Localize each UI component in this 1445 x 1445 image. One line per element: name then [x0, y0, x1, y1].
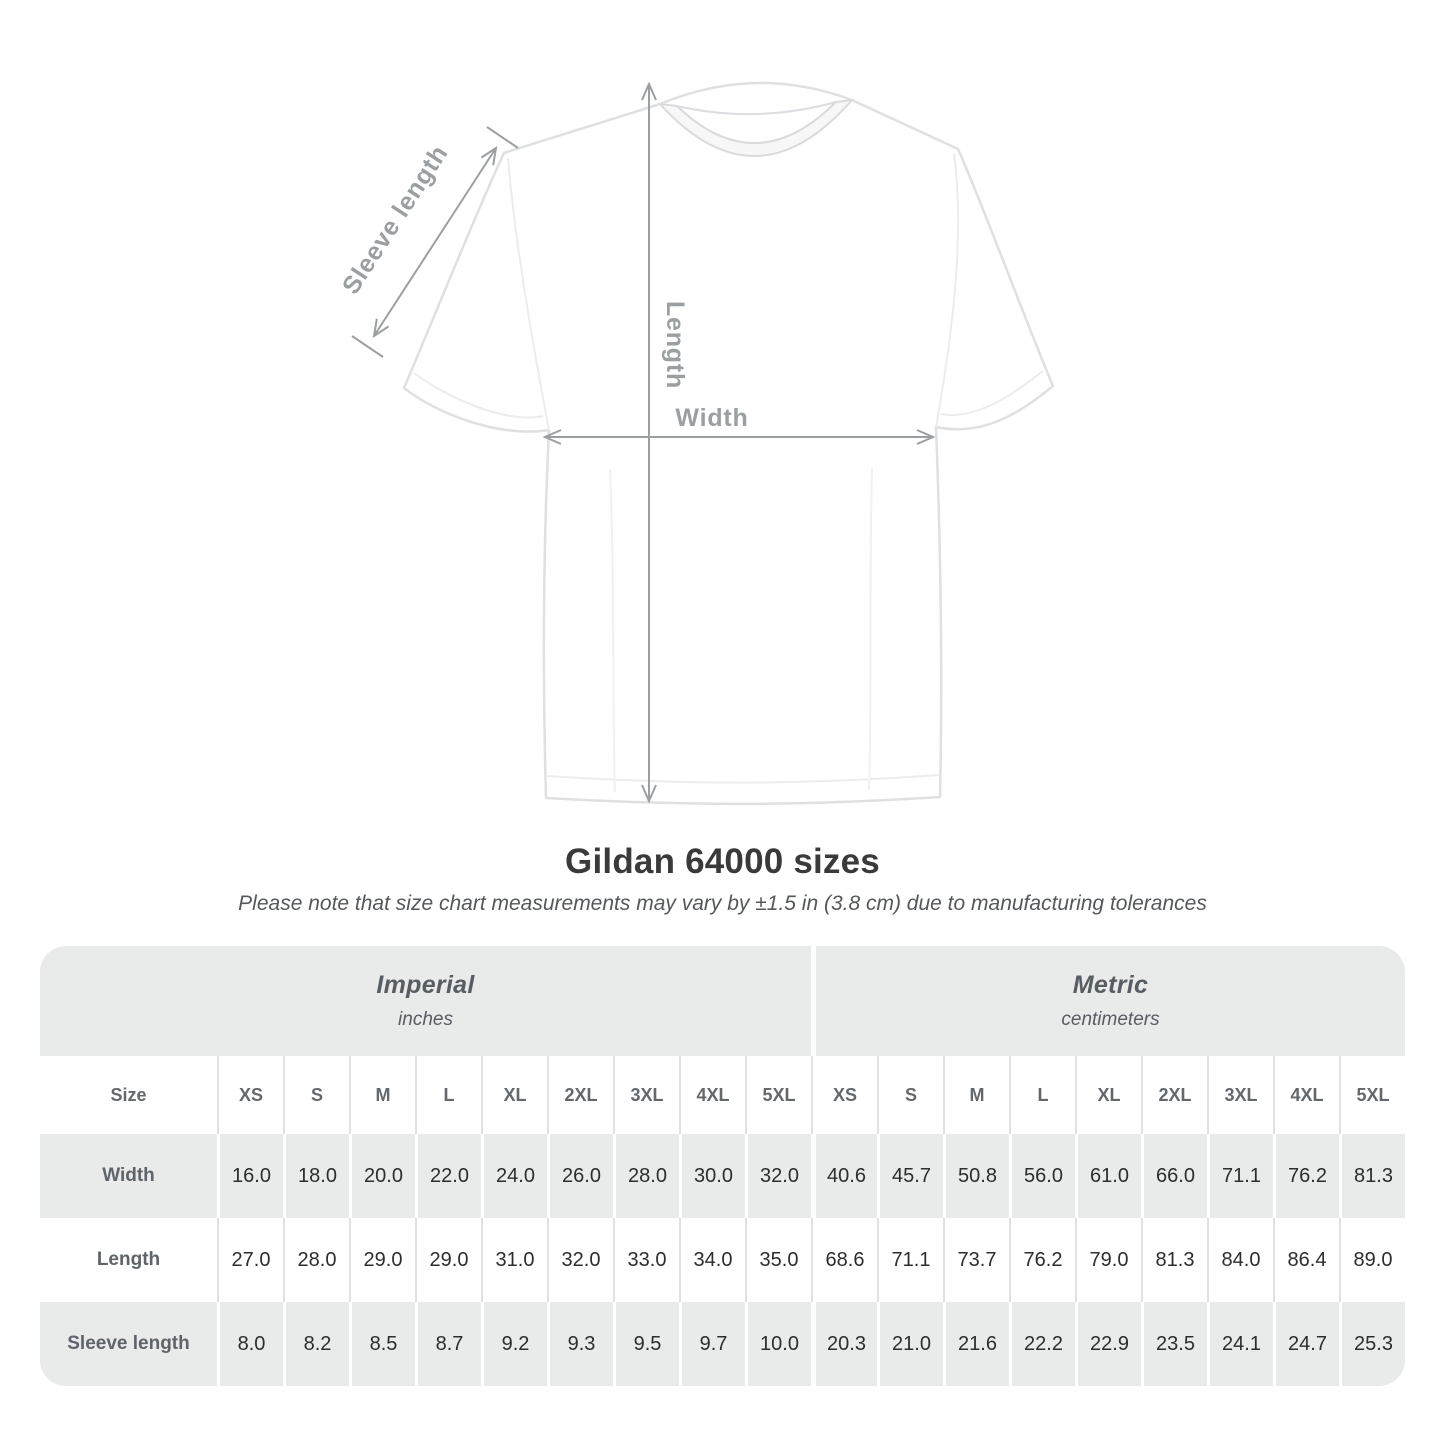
size-header-cell: XL: [481, 1056, 547, 1134]
table-cell: 86.4: [1273, 1218, 1339, 1302]
row-label: Sleeve length: [40, 1302, 217, 1386]
table-cell: 16.0: [217, 1134, 283, 1218]
sleeve-dimension-cap: [351, 335, 384, 358]
table-cell: 9.7: [679, 1302, 745, 1386]
table-cell: 27.0: [217, 1218, 283, 1302]
table-cell: 68.6: [811, 1218, 877, 1302]
table-cell: 31.0: [481, 1218, 547, 1302]
dimension-lines: [351, 84, 933, 801]
table-cell: 8.5: [349, 1302, 415, 1386]
table-cell: 32.0: [547, 1218, 613, 1302]
collar: [657, 98, 855, 157]
table-cell: 71.1: [877, 1218, 943, 1302]
size-header-cell: XL: [1075, 1056, 1141, 1134]
section-title: Imperial: [376, 971, 475, 999]
table-cell: 45.7: [877, 1134, 943, 1218]
table-cell: 28.0: [613, 1134, 679, 1218]
table-cell: 8.2: [283, 1302, 349, 1386]
table-cell: 9.5: [613, 1302, 679, 1386]
size-header-cell: S: [877, 1056, 943, 1134]
table-cell: 8.7: [415, 1302, 481, 1386]
table-cell: 9.2: [481, 1302, 547, 1386]
size-header-cell: 3XL: [613, 1056, 679, 1134]
width-label: Width: [675, 404, 748, 432]
tshirt-measurement-figure: Sleeve length Length Width: [337, 81, 1055, 806]
size-table: Imperial inches Metric centimeters Size XS S M L…: [40, 946, 1405, 1386]
table-cell: 23.5: [1141, 1302, 1207, 1386]
sleeve-dimension-cap: [486, 126, 519, 149]
table-cell: 9.3: [547, 1302, 613, 1386]
table-cell: 56.0: [1009, 1134, 1075, 1218]
table-cell: 22.0: [415, 1134, 481, 1218]
tshirt-outline: [402, 81, 1055, 806]
page-title: Gildan 64000 sizes: [565, 842, 880, 881]
size-header-cell: 2XL: [547, 1056, 613, 1134]
table-cell: 81.3: [1141, 1218, 1207, 1302]
tshirt-diagram: Sleeve length Length Width: [337, 81, 1055, 806]
table-cell: 35.0: [745, 1218, 811, 1302]
table-cell: 81.3: [1339, 1134, 1405, 1218]
table-cell: 22.9: [1075, 1302, 1141, 1386]
table-cell: 66.0: [1141, 1134, 1207, 1218]
table-cell: 28.0: [283, 1218, 349, 1302]
table-cell: 26.0: [547, 1134, 613, 1218]
size-header-cell: 5XL: [745, 1056, 811, 1134]
table-cell: 20.0: [349, 1134, 415, 1218]
size-header-cell: L: [1009, 1056, 1075, 1134]
table-cell: 50.8: [943, 1134, 1009, 1218]
table-cell: 24.1: [1207, 1302, 1273, 1386]
table-cell: 71.1: [1207, 1134, 1273, 1218]
size-header-cell: 2XL: [1141, 1056, 1207, 1134]
size-header-cell: M: [943, 1056, 1009, 1134]
size-header-cell: 3XL: [1207, 1056, 1273, 1134]
table-cell: 8.0: [217, 1302, 283, 1386]
table-cell: 84.0: [1207, 1218, 1273, 1302]
page-subtitle: Please note that size chart measurements…: [238, 892, 1207, 915]
row-label: Length: [40, 1218, 217, 1302]
size-header-cell: 4XL: [679, 1056, 745, 1134]
table-cell: 24.7: [1273, 1302, 1339, 1386]
table-cell: 10.0: [745, 1302, 811, 1386]
row-label: Width: [40, 1134, 217, 1218]
size-column-header: Size: [40, 1056, 217, 1134]
sleeve-dimension-line: [374, 148, 496, 336]
metric-section-header: Metric centimeters: [811, 946, 1405, 1056]
table-cell: 89.0: [1339, 1218, 1405, 1302]
table-cell: 21.6: [943, 1302, 1009, 1386]
table-cell: 76.2: [1273, 1134, 1339, 1218]
imperial-section-header: Imperial inches: [40, 946, 811, 1056]
table-cell: 29.0: [415, 1218, 481, 1302]
section-unit: inches: [398, 1009, 453, 1030]
table-cell: 24.0: [481, 1134, 547, 1218]
table-cell: 25.3: [1339, 1302, 1405, 1386]
table-cell: 32.0: [745, 1134, 811, 1218]
table-cell: 34.0: [679, 1218, 745, 1302]
length-label: Length: [661, 301, 689, 389]
sleeve-length-label: Sleeve length: [337, 140, 454, 299]
size-header-cell: S: [283, 1056, 349, 1134]
size-header-cell: XS: [811, 1056, 877, 1134]
table-cell: 29.0: [349, 1218, 415, 1302]
table-cell: 18.0: [283, 1134, 349, 1218]
table-cell: 40.6: [811, 1134, 877, 1218]
size-header-cell: 5XL: [1339, 1056, 1405, 1134]
table-cell: 21.0: [877, 1302, 943, 1386]
table-cell: 20.3: [811, 1302, 877, 1386]
table-cell: 73.7: [943, 1218, 1009, 1302]
table-cell: 79.0: [1075, 1218, 1141, 1302]
table-cell: 33.0: [613, 1218, 679, 1302]
table-cell: 30.0: [679, 1134, 745, 1218]
table-cell: 61.0: [1075, 1134, 1141, 1218]
size-header-cell: L: [415, 1056, 481, 1134]
section-title: Metric: [1072, 971, 1149, 999]
section-unit: centimeters: [1061, 1009, 1160, 1030]
size-header-cell: M: [349, 1056, 415, 1134]
table-cell: 22.2: [1009, 1302, 1075, 1386]
size-header-cell: 4XL: [1273, 1056, 1339, 1134]
table-cell: 76.2: [1009, 1218, 1075, 1302]
size-header-cell: XS: [217, 1056, 283, 1134]
